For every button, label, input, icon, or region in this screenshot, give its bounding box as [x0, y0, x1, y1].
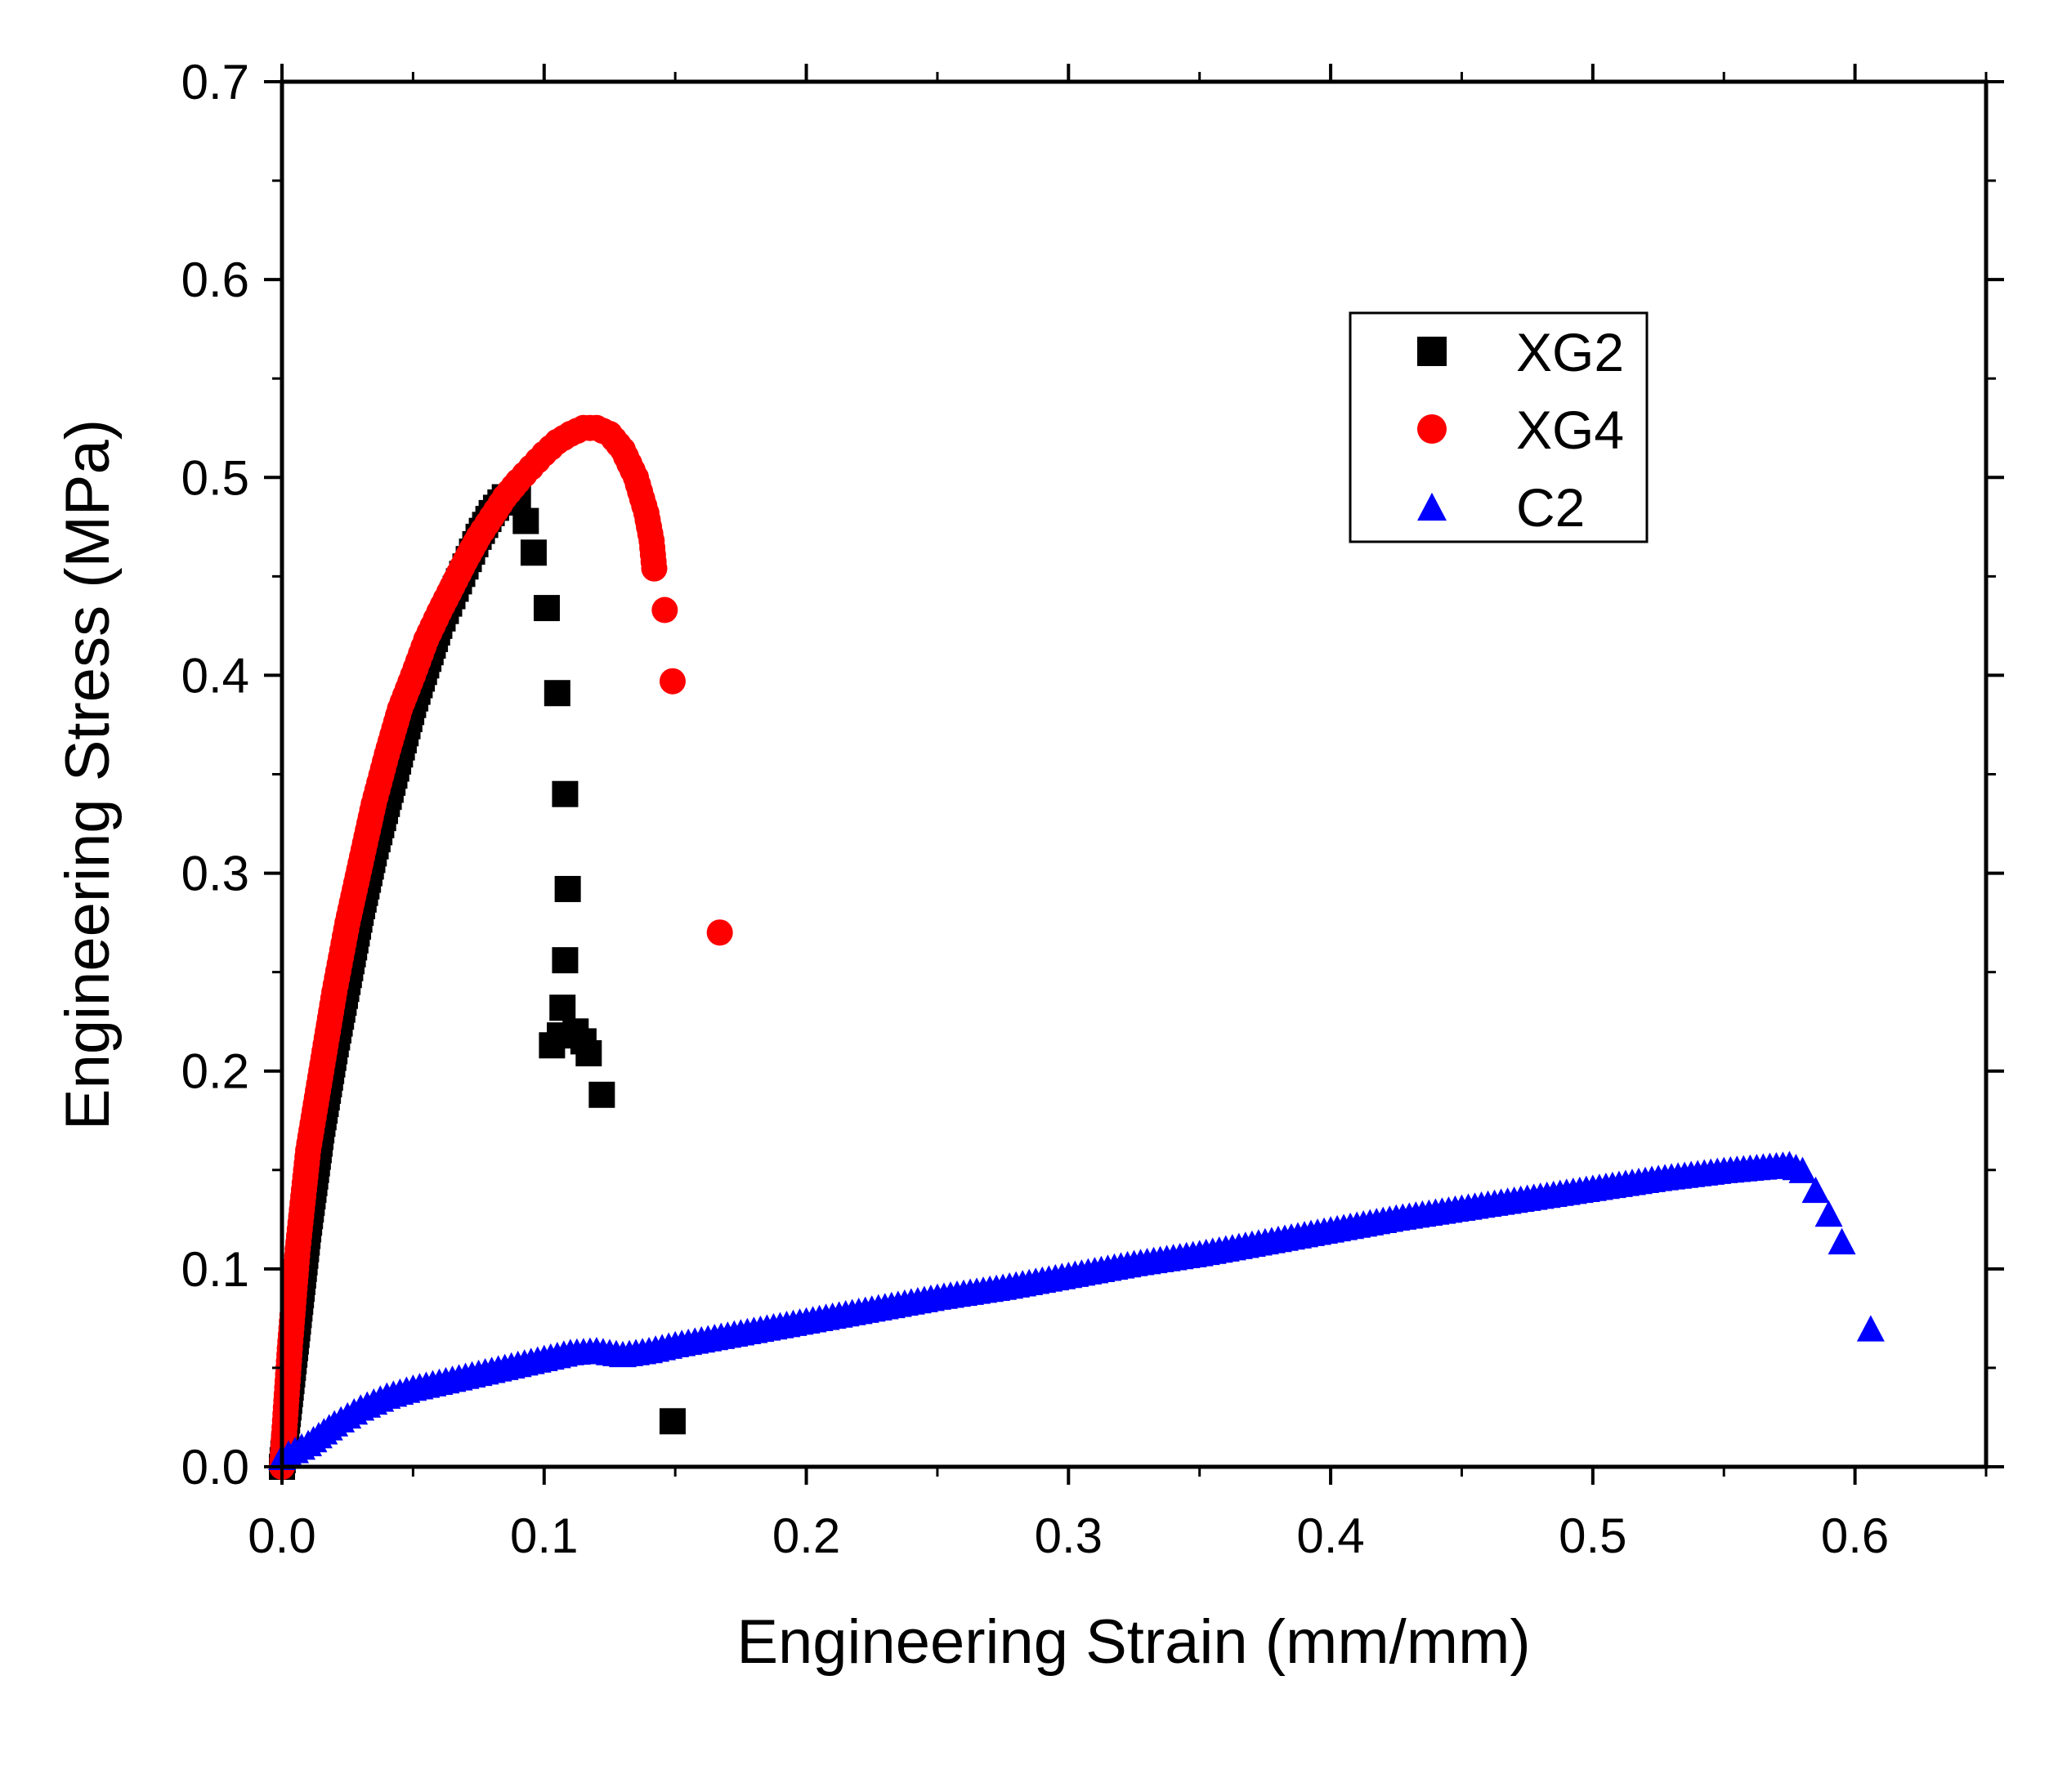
- legend-marker: [1417, 492, 1447, 521]
- legend-item-xg4: XG4: [1417, 400, 1624, 460]
- y-tick-label: 0.6: [181, 252, 249, 307]
- data-point: [588, 1081, 615, 1108]
- legend-marker: [1417, 337, 1447, 366]
- x-tick-label: 0.5: [1559, 1508, 1626, 1563]
- data-point: [552, 947, 579, 974]
- series-layer: [268, 414, 1885, 1480]
- data-point: [533, 595, 560, 622]
- x-tick-label: 0.4: [1296, 1508, 1364, 1563]
- data-point: [549, 994, 576, 1021]
- y-tick-label: 0.3: [181, 847, 249, 901]
- x-tick-label: 0.6: [1821, 1508, 1889, 1563]
- data-point: [520, 539, 547, 566]
- y-tick-label: 0.7: [181, 55, 249, 109]
- data-point: [1828, 1227, 1856, 1255]
- x-tick-label: 0.0: [248, 1508, 315, 1563]
- data-point: [659, 1408, 686, 1435]
- y-tick-label: 0.5: [181, 450, 249, 505]
- data-point: [641, 555, 668, 582]
- legend-box: [1349, 311, 1649, 543]
- legend: XG2 XG4 C2: [1349, 311, 1649, 543]
- series-xg4: [269, 414, 733, 1480]
- data-point: [575, 1039, 602, 1066]
- legend-label: C2: [1516, 477, 1585, 538]
- data-point: [1814, 1200, 1843, 1227]
- data-point: [651, 597, 678, 623]
- y-axis-title: Engineering Stress (MPa): [53, 419, 123, 1130]
- legend-label: XG4: [1516, 400, 1624, 460]
- data-point: [552, 780, 579, 807]
- data-point: [706, 919, 733, 946]
- data-point: [1856, 1315, 1885, 1342]
- data-point: [544, 680, 570, 707]
- data-point: [1801, 1176, 1830, 1204]
- series-c2: [268, 1151, 1885, 1471]
- legend-marker: [1417, 414, 1447, 444]
- y-tick-label: 0.4: [181, 648, 249, 703]
- x-tick-label: 0.3: [1035, 1508, 1103, 1563]
- data-point: [1788, 1156, 1817, 1183]
- legend-item-xg2: XG2: [1417, 322, 1624, 382]
- data-point: [512, 507, 539, 534]
- y-tick-label: 0.2: [181, 1044, 249, 1099]
- legend-items: XG2 XG4 C2: [1417, 322, 1624, 538]
- data-point: [659, 668, 686, 695]
- x-axis-title: Engineering Strain (mm/mm): [736, 1607, 1530, 1677]
- y-tick-label: 0.1: [181, 1242, 249, 1297]
- legend-label: XG2: [1516, 322, 1624, 382]
- legend-item-c2: C2: [1417, 477, 1585, 538]
- x-tick-label: 0.1: [510, 1508, 578, 1563]
- y-tick-label: 0.0: [181, 1440, 249, 1495]
- x-tick-label: 0.2: [772, 1508, 840, 1563]
- data-point: [554, 875, 581, 902]
- axis-ticks: 0.0 0.1 0.2 0.3 0.4 0.5 0.6 0.0 0.1 0.2 0.3 0.4 0.5 0…: [181, 55, 2004, 1563]
